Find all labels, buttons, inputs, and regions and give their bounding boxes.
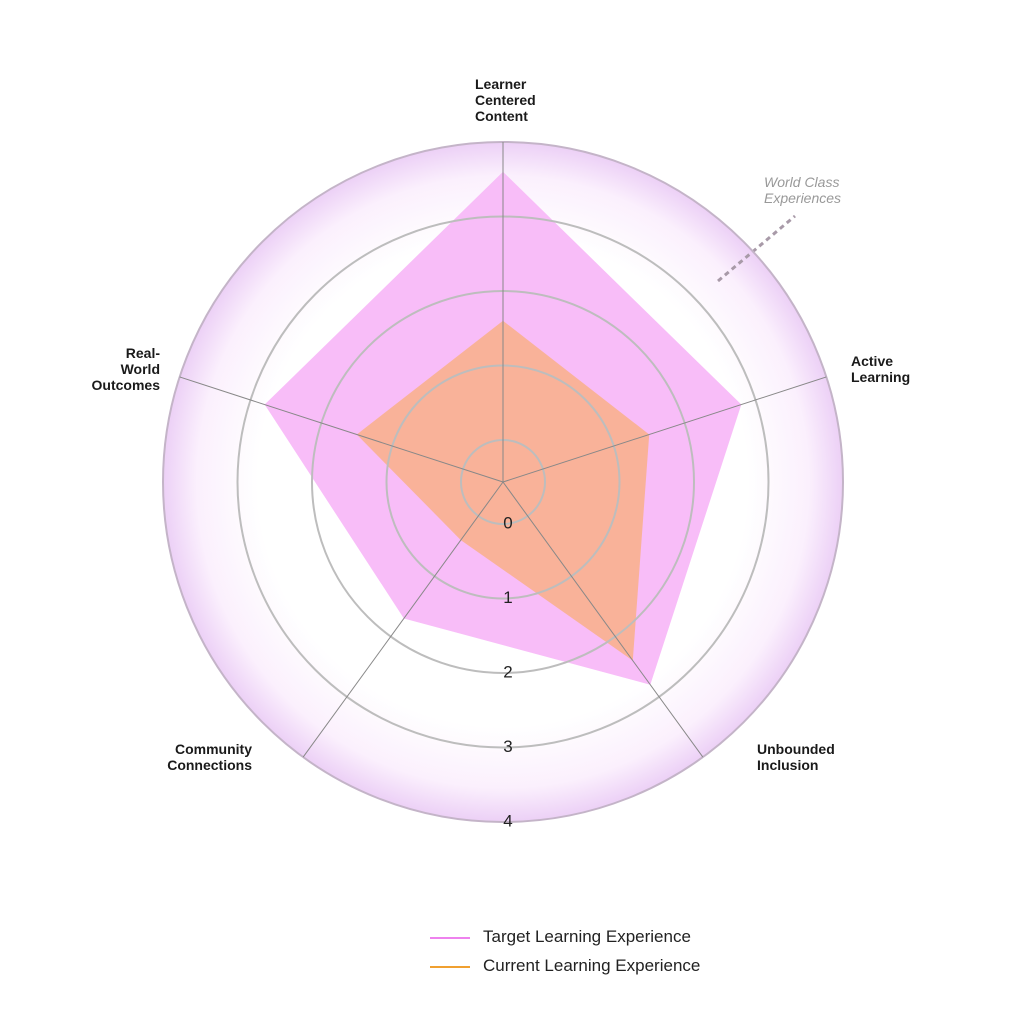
axis-line bbox=[302, 481, 504, 758]
series-area bbox=[356, 320, 650, 661]
legend-label: Current Learning Experience bbox=[483, 956, 701, 975]
axis-line bbox=[179, 376, 504, 483]
legend-label: Target Learning Experience bbox=[483, 927, 691, 946]
axis-line bbox=[502, 481, 704, 758]
axis-label: Active Learning bbox=[851, 353, 911, 385]
axis-label: Real-World Outcomes bbox=[91, 345, 160, 393]
annotation-line bbox=[717, 214, 796, 283]
tick-label: 2 bbox=[503, 662, 512, 681]
axis-label: Unbounded Inclusion bbox=[757, 741, 835, 773]
annotation: World Class Experiences bbox=[764, 174, 842, 206]
axis-label: Learner Centered Content bbox=[475, 76, 536, 124]
tick-label: 3 bbox=[503, 737, 512, 756]
tick-label: 1 bbox=[503, 588, 512, 607]
axis-line bbox=[502, 376, 827, 483]
tick-label: 0 bbox=[503, 513, 512, 532]
tick-label: 4 bbox=[503, 811, 512, 830]
axis-label: Community Connections bbox=[167, 741, 252, 773]
